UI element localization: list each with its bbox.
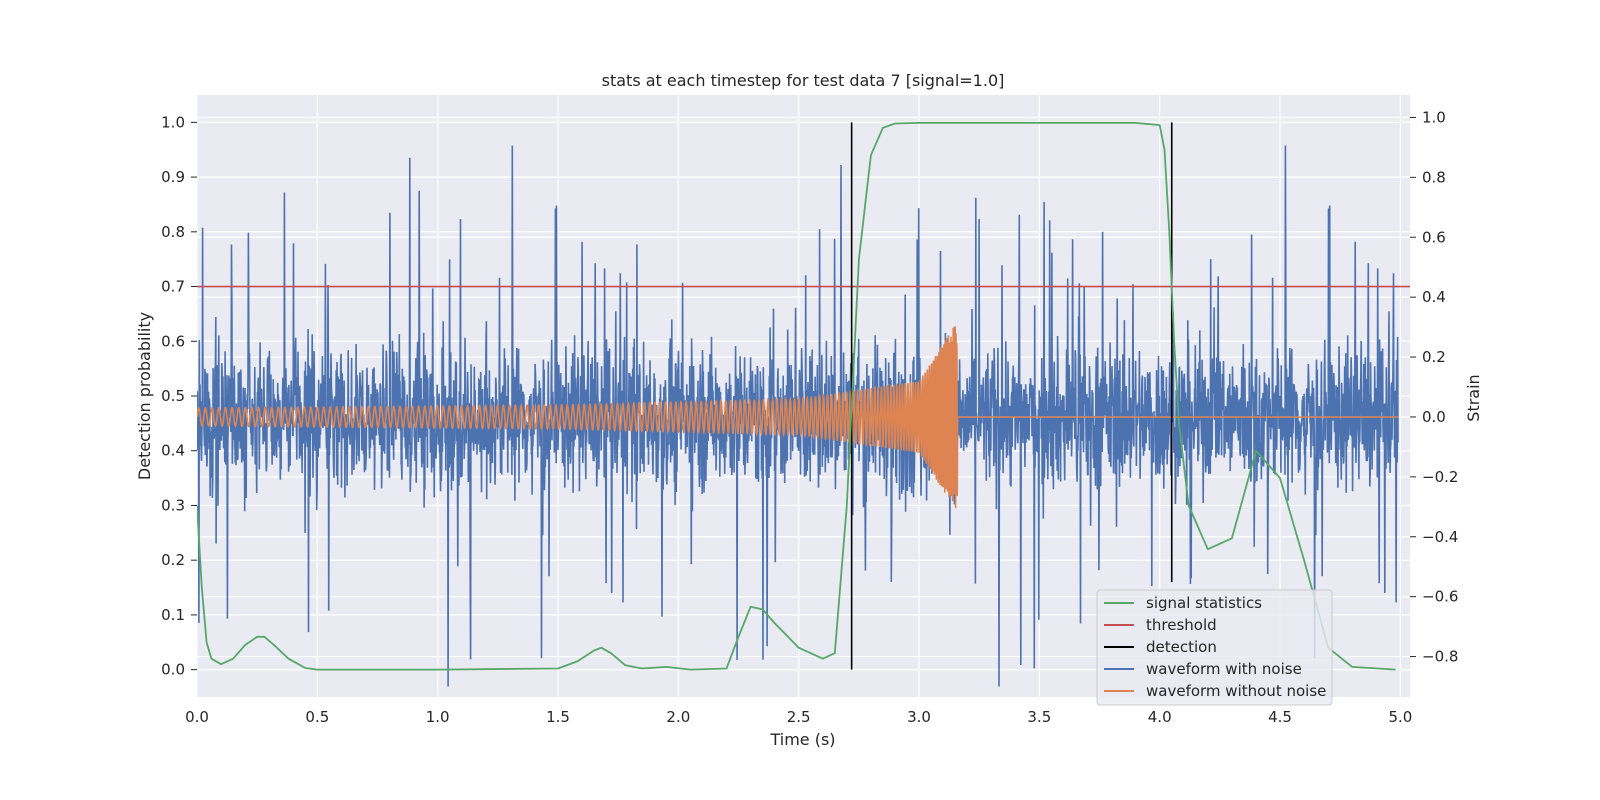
y2-tick-label: 0.6 [1422, 228, 1446, 246]
series-signal-statistics [197, 122, 1396, 671]
y2-tick-label: 0.4 [1422, 288, 1446, 306]
series-waveform-without-noise [197, 326, 1398, 509]
x-tick-label: 3.5 [1027, 708, 1051, 726]
x-axis-ticks: 0.0 0.5 1.0 1.5 2.0 2.5 3.0 3.5 4.0 4.5 5.0 [185, 708, 1412, 726]
legend-label-waveform-with-noise: waveform with noise [1146, 660, 1302, 678]
legend-label-waveform-without-noise: waveform without noise [1146, 682, 1326, 700]
y2-axis-label: Strain [1464, 374, 1483, 421]
y-tick-label: 0.1 [161, 606, 185, 624]
x-tick-label: 4.0 [1148, 708, 1172, 726]
y-tick-label: 0.2 [161, 551, 185, 569]
x-tick-label: 4.5 [1268, 708, 1292, 726]
x-tick-label: 2.5 [787, 708, 811, 726]
legend: signal statistics threshold detection wa… [1096, 589, 1333, 706]
line-signal-statistics [197, 122, 1396, 671]
y-tick-label: 0.3 [161, 496, 185, 514]
chart-title: stats at each timestep for test data 7 [… [602, 71, 1005, 90]
x-tick-label: 1.0 [426, 708, 450, 726]
y-tick-label: 1.0 [161, 113, 185, 131]
x-tick-label: 0.5 [305, 708, 329, 726]
y2-tick-label: −0.8 [1422, 648, 1458, 666]
line-waveform-with-noise [197, 145, 1399, 687]
y2-tick-label: −0.4 [1422, 528, 1458, 546]
x-tick-label: 0.0 [185, 708, 209, 726]
legend-label-detection: detection [1146, 638, 1217, 656]
x-tick-label: 3.0 [907, 708, 931, 726]
legend-box [1096, 589, 1333, 706]
y2-tick-label: −0.2 [1422, 468, 1458, 486]
y2-axis-ticks: −0.8 −0.6 −0.4 −0.2 0.0 0.2 0.4 0.6 0.8 1.0 [1410, 108, 1458, 666]
x-tick-label: 2.0 [666, 708, 690, 726]
y-tick-label: 0.4 [161, 442, 185, 460]
y2-tick-label: 1.0 [1422, 108, 1446, 126]
line-waveform-without-noise [197, 326, 1398, 509]
x-tick-label: 1.5 [546, 708, 570, 726]
legend-label-threshold: threshold [1146, 616, 1217, 634]
y-tick-label: 0.6 [161, 332, 185, 350]
y-axis-label: Detection probability [135, 312, 154, 480]
x-tick-label: 5.0 [1388, 708, 1412, 726]
y-tick-label: 0.7 [161, 278, 185, 296]
x-axis-label: Time (s) [769, 730, 835, 749]
y2-tick-label: 0.8 [1422, 168, 1446, 186]
y2-tick-label: 0.2 [1422, 348, 1446, 366]
series-waveform-with-noise [197, 145, 1399, 687]
y2-tick-label: 0.0 [1422, 408, 1446, 426]
y-tick-label: 0.0 [161, 661, 185, 679]
y-tick-label: 0.8 [161, 223, 185, 241]
y-axis-ticks: 0.0 0.1 0.2 0.3 0.4 0.5 0.6 0.7 0.8 0.9 1.0 [161, 113, 197, 679]
y2-tick-label: −0.6 [1422, 588, 1458, 606]
y-tick-label: 0.9 [161, 168, 185, 186]
legend-label-signal-statistics: signal statistics [1146, 594, 1262, 612]
y-tick-label: 0.5 [161, 387, 185, 405]
